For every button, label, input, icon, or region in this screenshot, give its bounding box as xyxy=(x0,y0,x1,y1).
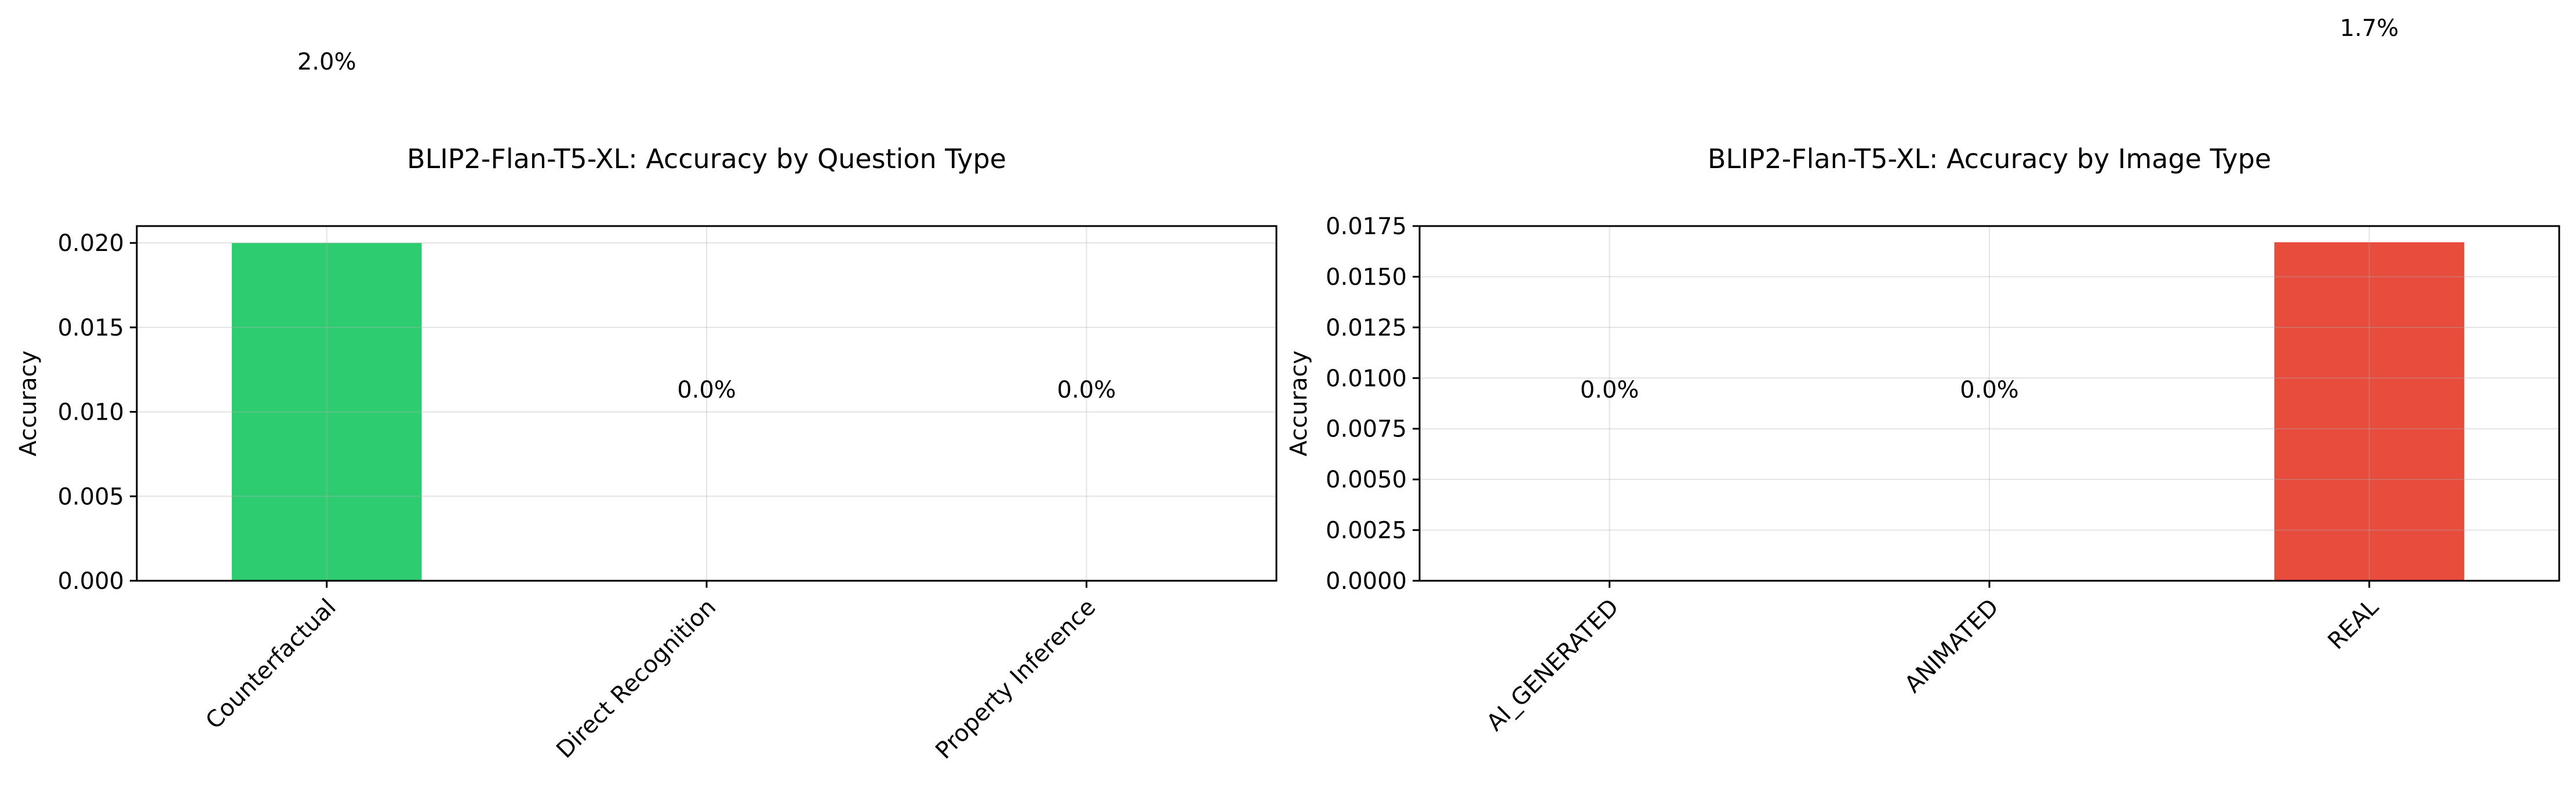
y-tick-label: 0.0150 xyxy=(1326,264,1407,290)
bar-value-label: 0.0% xyxy=(1057,377,1116,403)
x-tick-label: Counterfactual xyxy=(201,594,341,735)
y-tick-label: 0.0125 xyxy=(1326,315,1407,341)
y-axis-label: Accuracy xyxy=(15,351,42,457)
y-tick-label: 0.0100 xyxy=(1326,365,1407,392)
y-tick-label: 0.005 xyxy=(57,483,124,510)
bar-value-label: 2.0% xyxy=(297,49,356,75)
y-tick-label: 0.0075 xyxy=(1326,416,1407,443)
bar-value-label: 0.0% xyxy=(1960,377,2019,403)
bar-value-label: 0.0% xyxy=(677,377,736,403)
y-tick-label: 0.0025 xyxy=(1326,518,1407,544)
y-tick-label: 0.010 xyxy=(57,399,124,426)
bar-value-label: 1.7% xyxy=(2340,15,2399,42)
y-tick-label: 0.0175 xyxy=(1326,213,1407,240)
y-tick-label: 0.015 xyxy=(57,315,124,341)
chart-title: BLIP2-Flan-T5-XL: Accuracy by Image Type xyxy=(1708,143,2271,174)
y-tick-label: 0.0050 xyxy=(1326,467,1407,493)
x-tick-label: REAL xyxy=(2323,594,2384,655)
bar xyxy=(2274,242,2465,581)
question-type-chart: 0.000 0.005 0.010 0.015 0.020 Counterfactual D… xyxy=(15,49,1278,764)
x-tick-label: ANIMATED xyxy=(1900,594,2004,698)
image-type-chart: 0.0000 0.0025 0.0050 0.0075 0.0100 0.0125 0.01… xyxy=(1286,15,2560,737)
bar xyxy=(231,243,422,581)
y-tick-label: 0.020 xyxy=(57,230,124,257)
y-tick-label: 0.000 xyxy=(57,568,124,595)
x-tick-label: Property Inference xyxy=(930,594,1101,764)
bar-value-label: 0.0% xyxy=(1580,377,1639,403)
y-axis-label: Accuracy xyxy=(1286,351,1312,457)
y-tick-label: 0.0000 xyxy=(1326,568,1407,595)
chart-title: BLIP2-Flan-T5-XL: Accuracy by Question T… xyxy=(407,143,1006,174)
x-tick-label: AI_GENERATED xyxy=(1482,594,1624,737)
plot-frame xyxy=(136,225,1278,582)
x-tick-label: Direct Recognition xyxy=(551,594,721,764)
plot-frame xyxy=(1418,225,2560,582)
